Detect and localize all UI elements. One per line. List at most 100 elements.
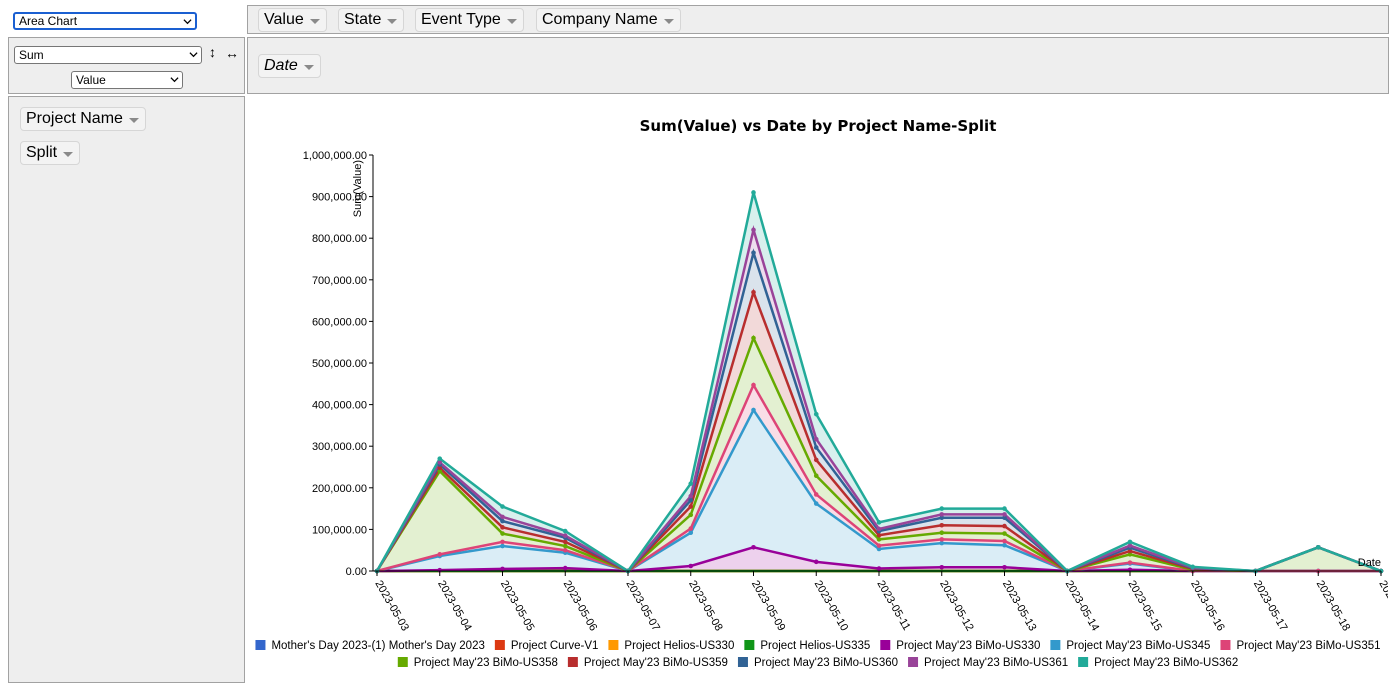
data-point[interactable] [1002, 523, 1007, 529]
legend-item[interactable]: Project May'23 BiMo-US351 [1220, 640, 1381, 652]
attribute-pill-company-name[interactable]: Company Name [536, 8, 681, 32]
data-point[interactable] [751, 227, 756, 233]
data-point[interactable] [939, 522, 945, 528]
data-point[interactable] [876, 526, 882, 532]
data-point[interactable] [876, 532, 882, 538]
data-point[interactable] [562, 533, 568, 538]
legend-item[interactable]: Project May'23 BiMo-US358 [397, 657, 558, 669]
data-point[interactable] [813, 559, 819, 565]
data-point[interactable] [751, 544, 756, 550]
data-point[interactable] [939, 564, 945, 570]
legend-item[interactable]: Project Helios-US335 [744, 640, 870, 652]
data-point[interactable] [1002, 515, 1007, 521]
data-point[interactable] [500, 539, 505, 545]
data-point[interactable] [1315, 544, 1321, 550]
data-point[interactable] [813, 411, 819, 417]
data-point[interactable] [688, 481, 694, 486]
data-point[interactable] [939, 537, 945, 542]
data-point[interactable] [688, 497, 694, 503]
col-order-toggle[interactable]: ↔ [225, 45, 239, 61]
attribute-pill-split[interactable]: Split [20, 141, 81, 165]
data-point[interactable] [500, 525, 505, 530]
data-point[interactable] [813, 457, 819, 463]
data-point[interactable] [751, 190, 756, 195]
legend-item[interactable]: Project Helios-US330 [608, 640, 734, 652]
data-point[interactable] [437, 468, 443, 474]
data-point[interactable] [688, 504, 694, 509]
data-point[interactable] [437, 552, 443, 557]
data-point[interactable] [1127, 543, 1133, 548]
data-point[interactable] [562, 528, 568, 534]
data-point[interactable] [500, 514, 505, 520]
attribute-pill-event-type[interactable]: Event Type [415, 8, 524, 32]
data-point[interactable] [1127, 548, 1133, 554]
data-point[interactable] [813, 492, 819, 497]
data-point[interactable] [939, 512, 945, 517]
data-point[interactable] [876, 543, 882, 548]
row-order-toggle[interactable]: ↕ [209, 44, 216, 60]
data-point[interactable] [939, 515, 945, 521]
data-point[interactable] [688, 526, 694, 531]
data-point[interactable] [500, 566, 505, 572]
attribute-pill-value[interactable]: Value [258, 8, 327, 32]
data-point[interactable] [1002, 564, 1007, 570]
data-point[interactable] [813, 445, 819, 450]
legend-label: Project May'23 BiMo-US359 [584, 657, 728, 669]
data-point[interactable] [1190, 564, 1196, 570]
data-point[interactable] [1127, 539, 1133, 545]
data-point[interactable] [813, 501, 819, 506]
data-point[interactable] [500, 504, 505, 509]
data-point[interactable] [939, 530, 945, 536]
data-point[interactable] [939, 540, 945, 546]
aggregator-attribute-select[interactable]: Value [71, 71, 183, 89]
data-point[interactable] [1002, 512, 1007, 517]
data-point[interactable] [876, 546, 882, 552]
legend-item[interactable]: Mother's Day 2023-(1) Mother's Day 2023 [255, 640, 485, 652]
data-point[interactable] [688, 563, 694, 569]
data-point[interactable] [751, 250, 756, 256]
data-point[interactable] [751, 289, 756, 295]
data-point[interactable] [813, 473, 819, 479]
data-point[interactable] [688, 493, 694, 499]
data-point[interactable] [939, 506, 945, 511]
aggregator-function-select[interactable]: Sum [14, 46, 202, 64]
legend-item[interactable]: Project Curve-V1 [494, 640, 599, 652]
attribute-pill-date[interactable]: Date [258, 54, 321, 78]
column-attributes-panel: Date [247, 37, 1389, 94]
data-point[interactable] [751, 407, 756, 413]
legend-item[interactable]: Project May'23 BiMo-US360 [737, 657, 898, 669]
data-point[interactable] [562, 543, 568, 549]
data-point[interactable] [876, 566, 882, 571]
data-point[interactable] [1002, 506, 1007, 511]
legend-item[interactable]: Project May'23 BiMo-US330 [880, 640, 1040, 652]
data-point[interactable] [437, 465, 443, 471]
data-point[interactable] [1002, 531, 1007, 536]
data-point[interactable] [813, 436, 819, 442]
data-point[interactable] [688, 512, 694, 518]
renderer-select[interactable]: Area Chart [13, 12, 197, 30]
data-point[interactable] [751, 335, 756, 341]
data-point[interactable] [876, 537, 882, 542]
data-point[interactable] [688, 530, 694, 536]
data-point[interactable] [500, 531, 505, 536]
attribute-pill-project-name[interactable]: Project Name [20, 107, 146, 131]
legend-item[interactable]: Project May'23 BiMo-US359 [567, 657, 728, 669]
data-point[interactable] [562, 539, 568, 545]
legend-item[interactable]: Project May'23 BiMo-US361 [908, 657, 1068, 669]
data-point[interactable] [562, 565, 568, 571]
data-point[interactable] [1002, 542, 1007, 548]
pill-label: Split [26, 144, 58, 161]
attribute-pill-state[interactable]: State [338, 8, 405, 32]
data-point[interactable] [437, 456, 443, 461]
data-point[interactable] [500, 543, 505, 549]
data-point[interactable] [437, 460, 443, 465]
data-point[interactable] [1002, 538, 1007, 544]
data-point[interactable] [1127, 552, 1133, 557]
data-point[interactable] [751, 382, 756, 388]
legend-item[interactable]: Project May'23 BiMo-US362 [1078, 657, 1238, 669]
legend-item[interactable]: Project May'23 BiMo-US345 [1050, 640, 1210, 652]
data-point[interactable] [500, 518, 505, 524]
data-point[interactable] [876, 520, 882, 525]
data-point[interactable] [562, 547, 568, 553]
data-point[interactable] [1127, 560, 1133, 565]
